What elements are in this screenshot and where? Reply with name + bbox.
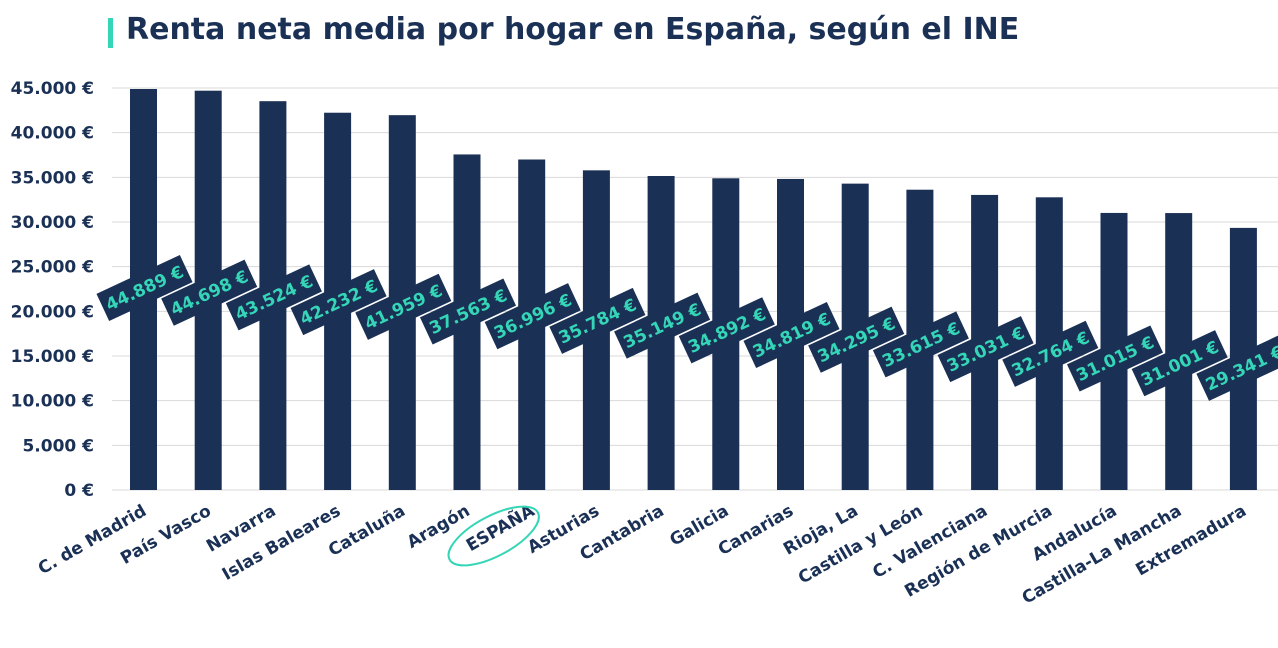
value-label-box <box>614 292 711 359</box>
x-tick-label: Aragón <box>404 501 474 553</box>
value-label-box <box>808 306 905 373</box>
y-tick-label: 45.000 € <box>11 79 94 99</box>
y-tick-label: 20.000 € <box>11 302 94 322</box>
y-tick-label: 15.000 € <box>11 347 94 367</box>
value-label-box <box>743 301 840 369</box>
value-label-box <box>96 254 193 322</box>
value-label-box <box>419 278 517 345</box>
value-label-box <box>872 311 969 378</box>
y-tick-label: 5.000 € <box>22 436 94 456</box>
value-label-box <box>355 273 452 340</box>
y-tick-label: 0 € <box>64 481 94 501</box>
value-label-box <box>549 287 646 354</box>
title-accent-bar <box>108 18 113 48</box>
y-tick-label: 40.000 € <box>11 124 94 144</box>
value-label-box <box>1196 334 1278 401</box>
value-label-box <box>678 297 775 364</box>
value-label-box <box>937 316 1034 383</box>
chart-title: Renta neta media por hogar en España, se… <box>126 12 1020 47</box>
value-label-box <box>484 283 581 350</box>
y-tick-label: 10.000 € <box>11 392 94 412</box>
value-label-box <box>1066 325 1164 392</box>
y-tick-label: 30.000 € <box>11 213 94 233</box>
x-tick-label: Extremadura <box>1133 501 1250 580</box>
value-label-box <box>225 264 322 331</box>
x-tick-label: C. de Madrid <box>35 501 150 579</box>
value-label-box <box>161 259 258 326</box>
highlight-ellipse <box>447 505 540 567</box>
y-tick-label: 35.000 € <box>11 168 94 188</box>
value-label-box <box>290 269 387 336</box>
value-label-box <box>1002 320 1099 387</box>
y-tick-label: 25.000 € <box>11 258 94 278</box>
value-label-box <box>1131 330 1228 397</box>
